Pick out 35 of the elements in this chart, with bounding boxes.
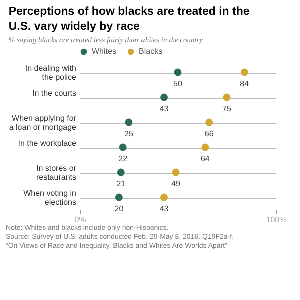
point bbox=[223, 94, 231, 102]
data-label: 21 bbox=[116, 180, 126, 188]
data-label: 25 bbox=[124, 130, 134, 138]
y-tick-label: When voting in elections bbox=[24, 189, 76, 207]
point bbox=[202, 144, 210, 152]
data-label: 66 bbox=[204, 130, 214, 138]
data-label: 20 bbox=[114, 204, 124, 214]
point bbox=[160, 194, 168, 202]
point bbox=[172, 168, 180, 176]
point bbox=[240, 68, 248, 76]
y-tick-label: In the workplace bbox=[18, 139, 78, 148]
legend-label: Blacks bbox=[139, 47, 163, 56]
data-label: 43 bbox=[160, 204, 170, 214]
point bbox=[125, 118, 133, 126]
y-tick-label: In dealing with the police bbox=[25, 64, 78, 82]
point bbox=[117, 168, 125, 176]
point bbox=[115, 194, 123, 202]
point bbox=[160, 94, 168, 102]
data-label: 84 bbox=[240, 80, 250, 88]
y-tick-label: In stores or restaurants bbox=[36, 164, 77, 182]
data-label: 49 bbox=[172, 180, 182, 188]
chart-title: Perceptions of how blacks are treated in the U.S. vary widely by race bbox=[8, 6, 250, 33]
x-tick-label: 100% bbox=[266, 216, 287, 224]
data-label: 50 bbox=[174, 80, 183, 88]
x-tick-label: 0% bbox=[74, 216, 86, 224]
legend-label: Whites bbox=[92, 47, 116, 56]
point bbox=[174, 68, 182, 76]
point bbox=[206, 118, 214, 126]
data-label: 43 bbox=[160, 104, 170, 114]
point bbox=[119, 144, 127, 152]
data-label: 22 bbox=[118, 154, 128, 164]
y-tick-label: In the courts bbox=[32, 89, 76, 98]
data-label: 64 bbox=[200, 154, 210, 164]
data-label: 75 bbox=[222, 104, 232, 114]
y-tick-label: When applying for a loan or mortgage bbox=[9, 114, 78, 132]
